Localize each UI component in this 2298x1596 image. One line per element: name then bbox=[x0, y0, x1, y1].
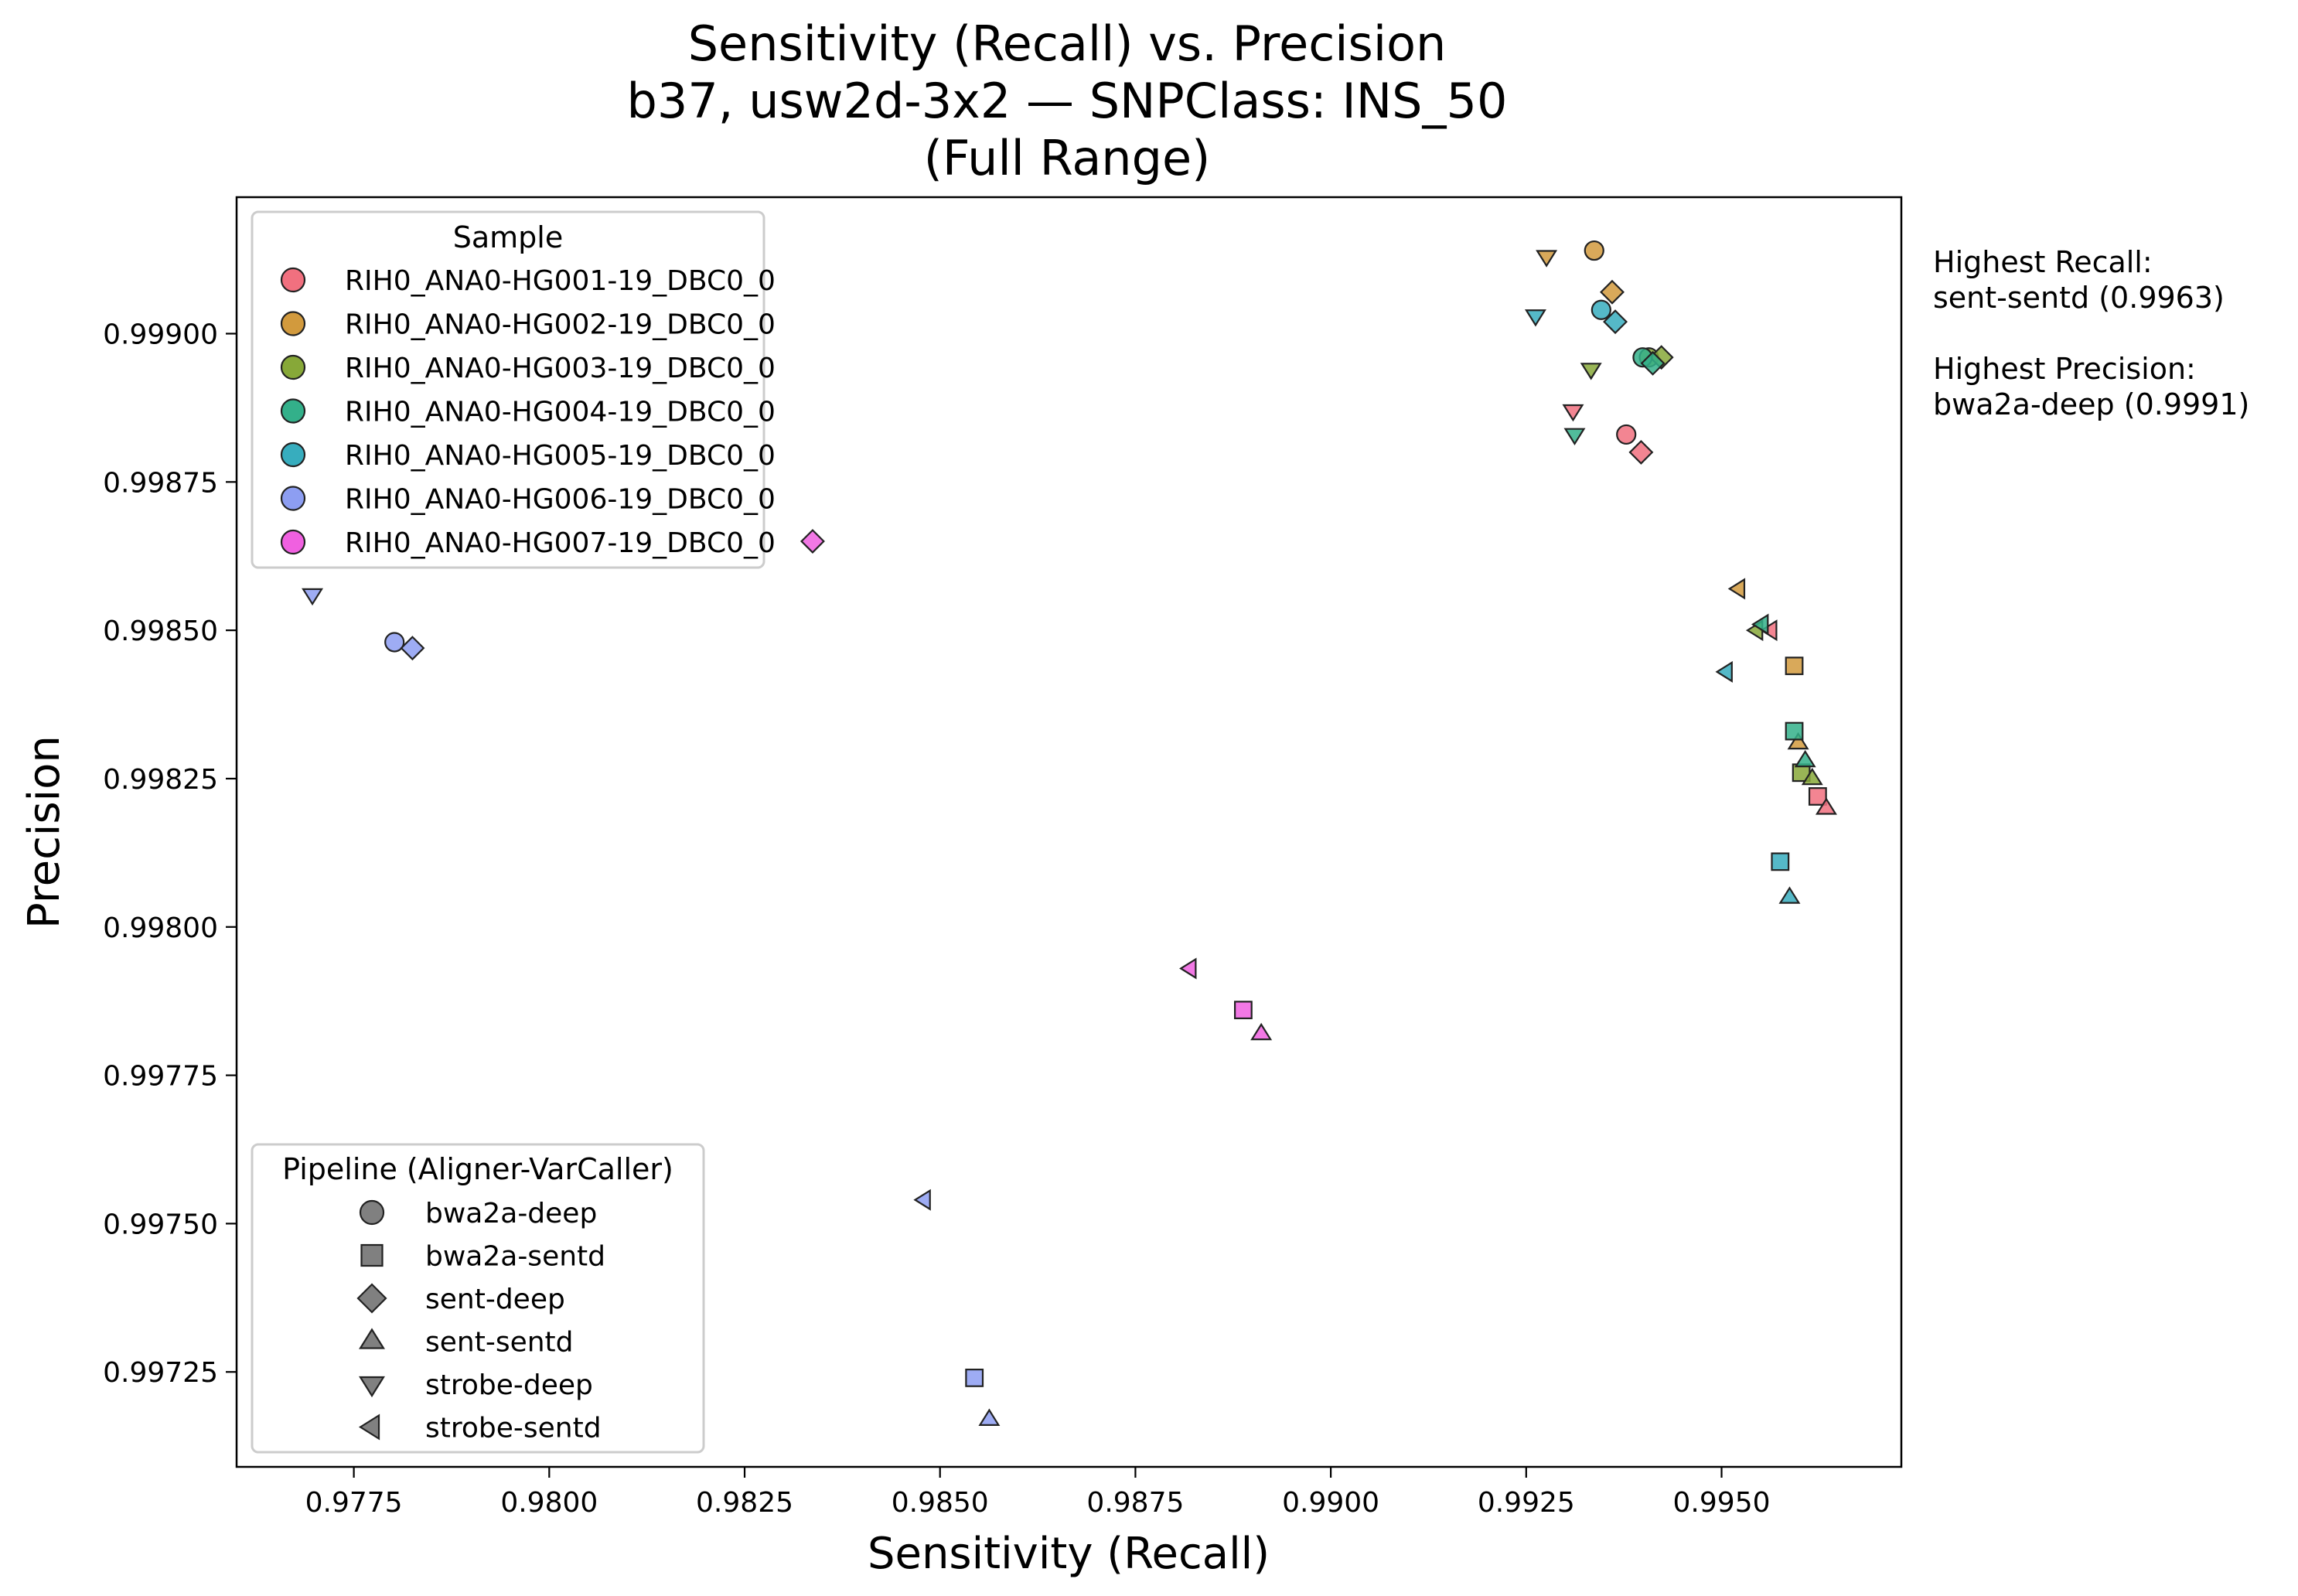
data-point bbox=[1603, 309, 1628, 335]
data-point bbox=[1715, 660, 1733, 683]
data-point bbox=[1771, 852, 1790, 871]
annotation-highest-precision-value: bwa2a-deep (0.9991) bbox=[1933, 387, 2249, 421]
x-axis-label: Sensitivity (Recall) bbox=[868, 1529, 1270, 1579]
data-point bbox=[1628, 439, 1654, 465]
data-point bbox=[800, 529, 825, 554]
data-point bbox=[1785, 721, 1804, 741]
x-tick-label: 0.9850 bbox=[892, 1487, 989, 1519]
data-point bbox=[1179, 957, 1197, 980]
pipeline-legend-label: bwa2a-deep bbox=[425, 1198, 597, 1229]
y-tick-label: 0.99825 bbox=[103, 764, 218, 796]
data-point bbox=[1787, 732, 1809, 750]
sample-legend-marker bbox=[280, 486, 306, 511]
x-tick-label: 0.9775 bbox=[305, 1487, 403, 1519]
sample-legend-label: RIH0_ANA0-HG002-19_DBC0_0 bbox=[345, 309, 776, 341]
chart-title-line-3: (Full Range) bbox=[924, 130, 1211, 186]
y-tick-label: 0.99850 bbox=[103, 616, 218, 647]
data-point bbox=[1563, 428, 1586, 445]
data-point bbox=[1785, 656, 1804, 676]
sample-legend-label: RIH0_ANA0-HG004-19_DBC0_0 bbox=[345, 397, 776, 428]
annotation-highest-precision-label: Highest Precision: bbox=[1933, 352, 2196, 386]
data-point bbox=[1584, 240, 1604, 261]
chart-title-line-2: b37, usw2d-3x2 — SNPClass: INS_50 bbox=[627, 73, 1508, 129]
x-tick-label: 0.9875 bbox=[1086, 1487, 1184, 1519]
pipeline-legend-marker bbox=[360, 1243, 384, 1267]
data-point bbox=[1234, 1001, 1253, 1020]
data-point bbox=[384, 632, 405, 653]
sample-legend-marker bbox=[280, 398, 306, 424]
y-axis-label: Precision bbox=[19, 735, 70, 929]
y-axis-ticks: 0.99725 0.99750 0.99775 0.99800 0.99825 0.998… bbox=[103, 319, 237, 1389]
y-tick-label: 0.99800 bbox=[103, 912, 218, 944]
pipeline-legend-marker bbox=[359, 1376, 385, 1398]
sample-legend-label: RIH0_ANA0-HG003-19_DBC0_0 bbox=[345, 353, 776, 384]
chart-title-line-1: Sensitivity (Recall) vs. Precision bbox=[688, 15, 1447, 72]
data-point bbox=[1801, 767, 1823, 786]
sample-legend-marker bbox=[280, 529, 306, 555]
data-point bbox=[1640, 350, 1666, 376]
sample-legend-label: RIH0_ANA0-HG006-19_DBC0_0 bbox=[345, 484, 776, 516]
pipeline-legend-label: strobe-sentd bbox=[425, 1413, 602, 1444]
annotation-highest-recall-value: sent-sentd (0.9963) bbox=[1933, 281, 2225, 315]
data-point bbox=[1727, 578, 1746, 600]
sample-legend-marker bbox=[280, 311, 306, 336]
sample-legend-box bbox=[251, 210, 765, 569]
pipeline-legend-title: Pipeline (Aligner-VarCaller) bbox=[282, 1152, 673, 1186]
data-point bbox=[978, 1408, 1001, 1426]
pipeline-legend-marker bbox=[359, 1199, 385, 1226]
x-tick-label: 0.9950 bbox=[1673, 1487, 1771, 1519]
y-tick-label: 0.99725 bbox=[103, 1357, 218, 1389]
x-axis-ticks: 0.9775 0.9800 0.9825 0.9850 0.9875 0.9900 0.99… bbox=[305, 1467, 1771, 1519]
data-point bbox=[1524, 309, 1546, 327]
sample-legend-marker bbox=[280, 442, 306, 468]
data-point bbox=[1815, 797, 1837, 815]
data-point bbox=[1250, 1022, 1273, 1041]
annotation-highest-recall-label: Highest Recall: bbox=[1933, 245, 2153, 279]
y-tick-label: 0.99875 bbox=[103, 467, 218, 499]
data-points bbox=[302, 240, 1837, 1426]
pipeline-legend-marker bbox=[358, 1414, 380, 1441]
data-point bbox=[302, 588, 324, 606]
data-point bbox=[1794, 749, 1816, 768]
pipeline-legend-label: sent-deep bbox=[425, 1284, 565, 1315]
data-point bbox=[965, 1369, 984, 1387]
pipeline-legend-label: bwa2a-sentd bbox=[425, 1241, 605, 1273]
sample-legend-label: RIH0_ANA0-HG005-19_DBC0_0 bbox=[345, 440, 776, 472]
y-tick-label: 0.99900 bbox=[103, 319, 218, 350]
pipeline-legend-marker bbox=[359, 1328, 385, 1349]
data-point bbox=[1760, 619, 1778, 642]
pipeline-legend-label: strobe-deep bbox=[425, 1369, 593, 1401]
sample-legend: Sample RIH0_ANA0-HG001-19_DBC0_0 RIH0_ANA… bbox=[251, 210, 776, 569]
x-tick-label: 0.9800 bbox=[500, 1487, 598, 1519]
sample-legend-label: RIH0_ANA0-HG007-19_DBC0_0 bbox=[345, 527, 776, 559]
sample-legend-marker bbox=[280, 354, 306, 380]
data-point bbox=[1808, 787, 1827, 806]
data-point bbox=[1536, 250, 1558, 268]
data-point bbox=[1580, 363, 1602, 380]
data-point bbox=[1616, 424, 1637, 445]
sample-legend-label: RIH0_ANA0-HG001-19_DBC0_0 bbox=[345, 265, 776, 297]
data-point bbox=[1751, 613, 1769, 636]
sample-legend-marker bbox=[280, 267, 306, 293]
data-point bbox=[400, 636, 425, 661]
data-point bbox=[1562, 404, 1584, 422]
sample-legend-title: Sample bbox=[453, 220, 563, 254]
pipeline-legend-marker bbox=[356, 1283, 387, 1314]
data-point bbox=[1600, 279, 1625, 305]
pipeline-legend-label: sent-sentd bbox=[425, 1327, 574, 1359]
y-tick-label: 0.99750 bbox=[103, 1209, 218, 1240]
x-tick-label: 0.9900 bbox=[1282, 1487, 1379, 1519]
y-tick-label: 0.99775 bbox=[103, 1061, 218, 1093]
pipeline-legend: Pipeline (Aligner-VarCaller) bwa2a-deep b… bbox=[251, 1143, 705, 1454]
x-tick-label: 0.9825 bbox=[696, 1487, 793, 1519]
x-tick-label: 0.9925 bbox=[1478, 1487, 1575, 1519]
data-point bbox=[1778, 886, 1801, 904]
data-point bbox=[913, 1188, 931, 1211]
data-point bbox=[1591, 299, 1611, 320]
